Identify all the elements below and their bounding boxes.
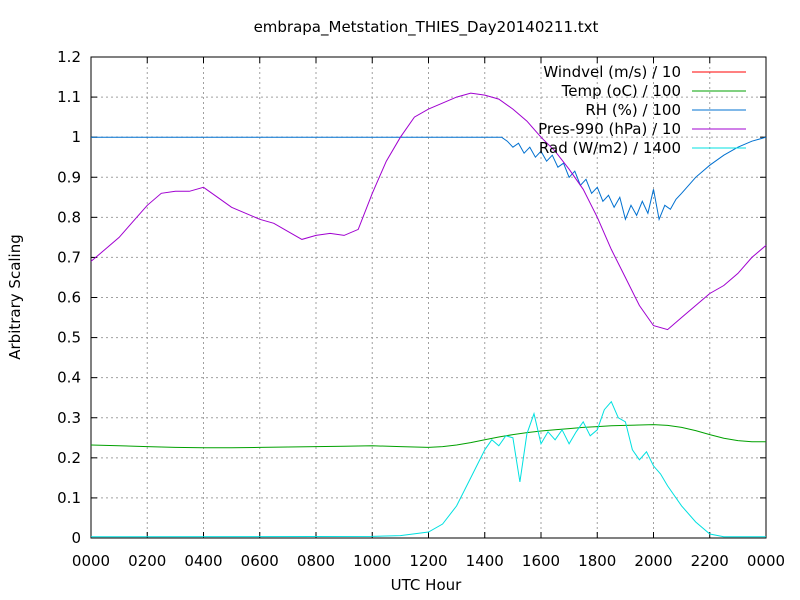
series-line-2	[90, 424, 766, 449]
axis-ticks: 0000 0200 0400 0600 0800 1000 1200 1400 1600 1800…	[57, 48, 785, 570]
y-tick-label: 0.2	[57, 449, 81, 467]
y-tick-label: 0.4	[57, 369, 81, 387]
x-tick-label: 1200	[409, 552, 447, 570]
legend-label: Pres-990 (hPa) / 10	[538, 120, 681, 138]
y-tick-label: 0.5	[57, 329, 81, 347]
x-tick-label: 2000	[634, 552, 672, 570]
y-tick-label: 0.6	[57, 289, 81, 307]
y-tick-label: 0.3	[57, 409, 81, 427]
x-tick-label: 0600	[241, 552, 279, 570]
y-tick-label: 0.9	[57, 168, 81, 186]
x-tick-label: 1400	[466, 552, 504, 570]
legend-label: Windvel (m/s) / 10	[543, 63, 681, 81]
x-tick-label: 0400	[184, 552, 222, 570]
x-tick-label: 1800	[578, 552, 616, 570]
x-tick-label: 1600	[522, 552, 560, 570]
x-tick-label: 0800	[297, 552, 335, 570]
y-tick-label: 1	[71, 128, 81, 146]
x-tick-label: 0000	[72, 552, 110, 570]
y-tick-label: 0.7	[57, 248, 81, 266]
x-axis-label: UTC Hour	[391, 576, 462, 594]
y-axis-label: Arbitrary Scaling	[6, 234, 24, 360]
legend-label: Temp (oC) / 100	[561, 82, 681, 100]
series-line-4	[90, 92, 767, 331]
legend-label: Rad (W/m2) / 1400	[539, 139, 681, 157]
series-line-3	[91, 136, 767, 222]
y-tick-label: 0.1	[57, 489, 81, 507]
chart-title: embrapa_Metstation_THIES_Day20140211.txt	[254, 18, 599, 37]
series-lines	[90, 92, 767, 538]
y-tick-label: 1.2	[57, 48, 81, 66]
y-tick-label: 0	[71, 529, 81, 547]
x-tick-label: 1000	[353, 552, 391, 570]
y-tick-label: 0.8	[57, 208, 81, 226]
x-tick-label: 0200	[128, 552, 166, 570]
y-tick-label: 1.1	[57, 88, 81, 106]
legend-label: RH (%) / 100	[585, 101, 681, 119]
x-tick-label: 2200	[691, 552, 729, 570]
x-tick-label: 0000	[747, 552, 785, 570]
series-line-5	[90, 400, 766, 538]
